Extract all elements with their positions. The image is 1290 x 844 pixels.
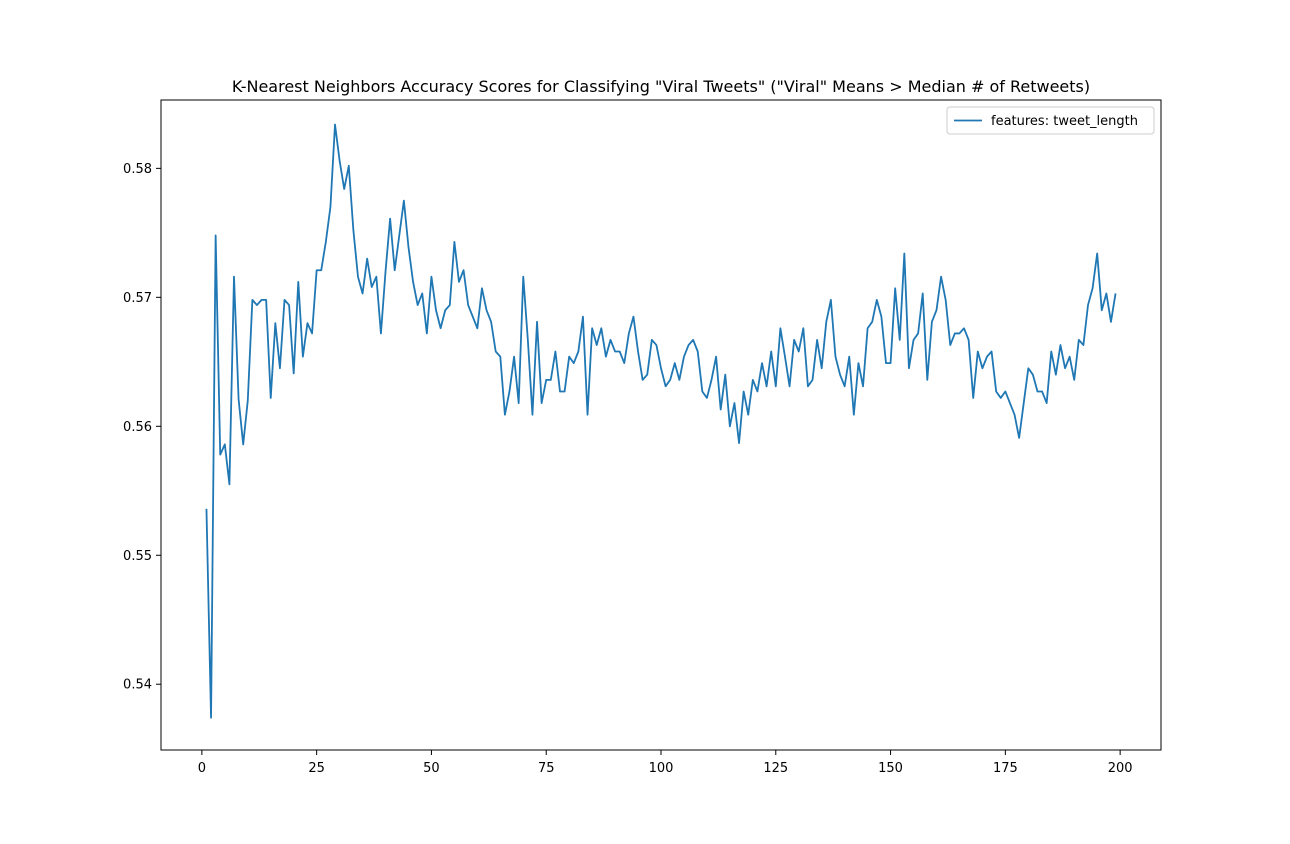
legend-label: features: tweet_length — [991, 114, 1138, 129]
y-tick-label: 0.58 — [123, 162, 152, 177]
x-tick-label: 100 — [649, 761, 674, 776]
y-axis: 0.54 0.55 0.56 0.57 0.58 — [123, 162, 161, 693]
legend-box — [946, 106, 1155, 135]
y-tick-label: 0.55 — [123, 549, 152, 564]
y-tick-label: 0.54 — [123, 678, 152, 693]
legend: features: tweet_length — [946, 106, 1155, 135]
series-layer — [205, 123, 1117, 719]
y-tick-label: 0.57 — [123, 291, 152, 306]
x-tick-label: 25 — [308, 761, 325, 776]
x-tick-label: 175 — [993, 761, 1018, 776]
x-tick-label: 150 — [878, 761, 903, 776]
y-tick-label: 0.56 — [123, 420, 152, 435]
plot-area-frame — [160, 99, 1162, 751]
x-tick-label: 125 — [763, 761, 788, 776]
chart-title: K-Nearest Neighbors Accuracy Scores for … — [232, 77, 1090, 96]
series-line-tweet-length — [205, 123, 1117, 719]
x-tick-label: 200 — [1108, 761, 1133, 776]
x-tick-label: 0 — [198, 761, 206, 776]
x-tick-label: 75 — [538, 761, 555, 776]
x-tick-label: 50 — [423, 761, 440, 776]
x-axis: 0 25 50 75 100 125 150 175 200 — [198, 750, 1133, 776]
